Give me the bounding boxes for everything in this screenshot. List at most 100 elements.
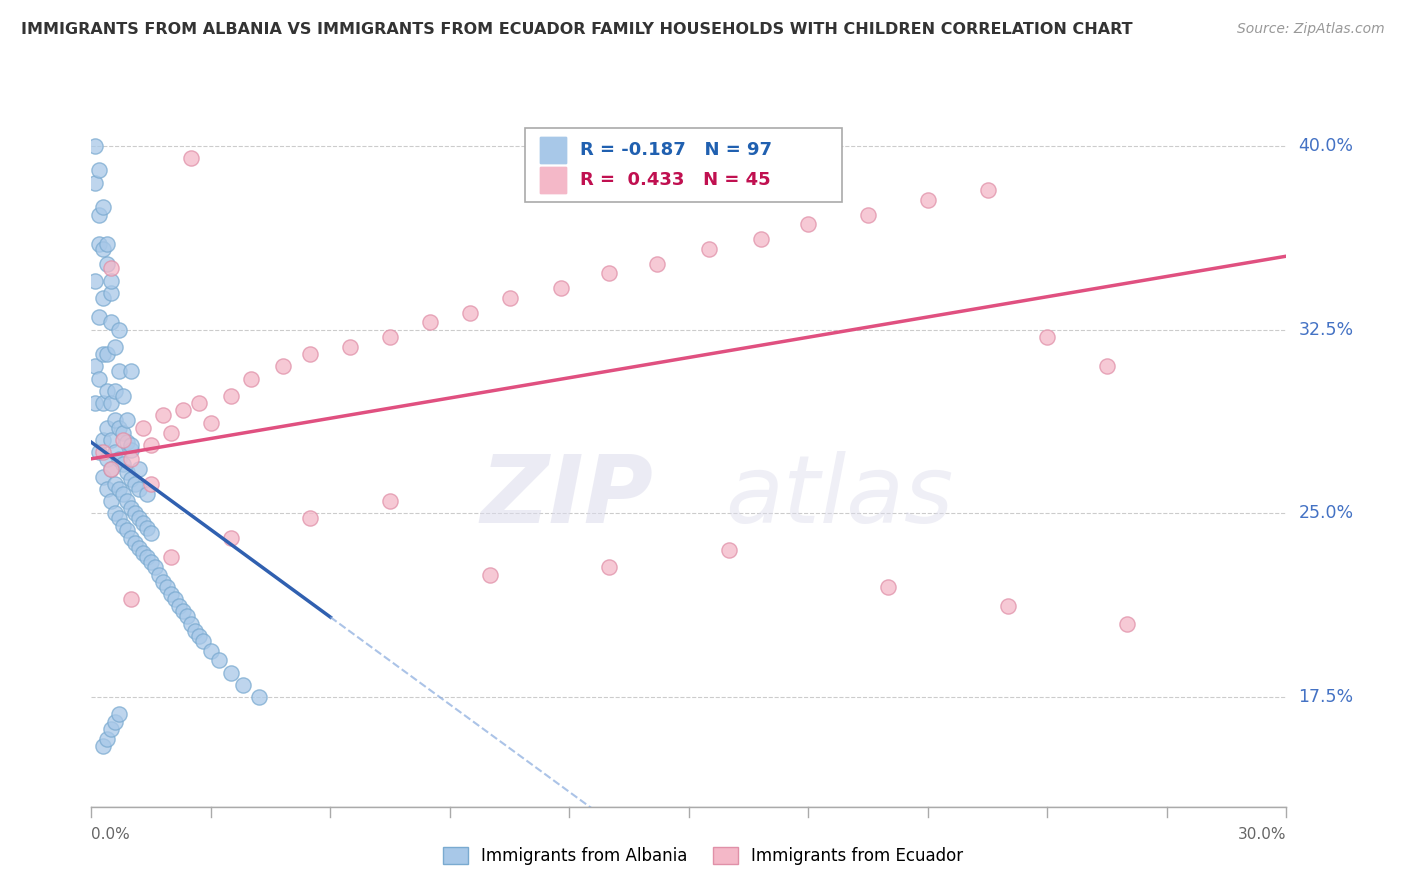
Point bbox=[96, 482, 118, 496]
Text: 25.0%: 25.0% bbox=[1299, 504, 1354, 523]
Point bbox=[112, 389, 135, 403]
Point bbox=[104, 340, 127, 354]
Point bbox=[100, 274, 122, 288]
Point bbox=[93, 242, 115, 256]
Point bbox=[378, 494, 402, 508]
Point bbox=[96, 452, 118, 467]
Point bbox=[132, 516, 155, 530]
Point bbox=[100, 315, 122, 329]
Point bbox=[152, 409, 174, 423]
Point bbox=[112, 518, 135, 533]
Point bbox=[115, 524, 138, 538]
Point bbox=[128, 482, 150, 496]
Point bbox=[141, 477, 162, 491]
Point bbox=[191, 633, 214, 648]
Point bbox=[108, 482, 131, 496]
Point bbox=[93, 739, 115, 753]
Text: ZIP: ZIP bbox=[481, 450, 652, 542]
Point bbox=[247, 690, 270, 704]
Point bbox=[104, 384, 127, 398]
Point bbox=[232, 678, 254, 692]
Point bbox=[104, 445, 127, 459]
Point bbox=[115, 413, 138, 427]
Bar bbox=[540, 167, 565, 194]
Point bbox=[163, 592, 186, 607]
Point bbox=[93, 347, 115, 361]
Point bbox=[96, 347, 118, 361]
Point bbox=[108, 511, 131, 525]
Point bbox=[120, 364, 142, 378]
Point bbox=[124, 477, 146, 491]
Point bbox=[797, 218, 820, 232]
Point bbox=[93, 469, 115, 483]
Point bbox=[96, 731, 118, 746]
Bar bbox=[540, 136, 565, 162]
Point bbox=[160, 550, 183, 565]
Text: 30.0%: 30.0% bbox=[1239, 827, 1286, 842]
Point bbox=[132, 545, 155, 559]
Point bbox=[219, 665, 242, 680]
Point bbox=[93, 445, 115, 459]
Point bbox=[141, 525, 162, 540]
Bar bbox=[540, 136, 565, 162]
Point bbox=[120, 438, 142, 452]
Point bbox=[141, 438, 162, 452]
Point bbox=[120, 531, 142, 545]
Point bbox=[128, 541, 150, 555]
Point bbox=[100, 433, 122, 447]
Point bbox=[93, 291, 115, 305]
Point bbox=[115, 435, 138, 450]
Point bbox=[152, 574, 174, 589]
Text: R = -0.187   N = 97: R = -0.187 N = 97 bbox=[581, 141, 772, 159]
Point bbox=[93, 200, 115, 214]
Point bbox=[100, 285, 122, 300]
Point bbox=[112, 487, 135, 501]
Point bbox=[89, 236, 111, 251]
Point bbox=[172, 604, 194, 618]
Point bbox=[100, 396, 122, 410]
Point bbox=[645, 256, 668, 270]
Point bbox=[136, 487, 159, 501]
Point bbox=[120, 501, 142, 516]
Legend: Immigrants from Albania, Immigrants from Ecuador: Immigrants from Albania, Immigrants from… bbox=[437, 842, 969, 871]
Text: 32.5%: 32.5% bbox=[1299, 320, 1354, 339]
Point bbox=[271, 359, 294, 374]
Point bbox=[339, 340, 361, 354]
Point bbox=[917, 193, 939, 207]
Point bbox=[184, 624, 207, 638]
Point bbox=[478, 567, 501, 582]
Point bbox=[89, 371, 111, 385]
Point bbox=[124, 507, 146, 521]
Point bbox=[1036, 330, 1059, 344]
Point bbox=[120, 452, 142, 467]
Point bbox=[136, 550, 159, 565]
Bar bbox=[540, 167, 565, 194]
Point bbox=[120, 442, 142, 457]
Point bbox=[100, 462, 122, 476]
Point bbox=[200, 416, 222, 430]
Point bbox=[239, 371, 262, 385]
Point bbox=[498, 291, 520, 305]
Point bbox=[93, 433, 115, 447]
Point bbox=[108, 323, 131, 337]
Point bbox=[96, 256, 118, 270]
Point bbox=[120, 472, 142, 486]
Point bbox=[84, 176, 107, 190]
Point bbox=[115, 465, 138, 479]
Point bbox=[104, 413, 127, 427]
Point bbox=[84, 274, 107, 288]
Point bbox=[89, 310, 111, 325]
Point bbox=[93, 396, 115, 410]
Point bbox=[96, 384, 118, 398]
Point bbox=[104, 714, 127, 729]
Point bbox=[176, 609, 198, 624]
Point bbox=[458, 305, 481, 319]
Point bbox=[877, 580, 900, 594]
Point bbox=[96, 420, 118, 434]
Point bbox=[550, 281, 572, 295]
Point bbox=[108, 420, 131, 434]
Point bbox=[378, 330, 402, 344]
Point bbox=[188, 396, 211, 410]
Point bbox=[856, 208, 880, 222]
Point bbox=[124, 535, 146, 549]
